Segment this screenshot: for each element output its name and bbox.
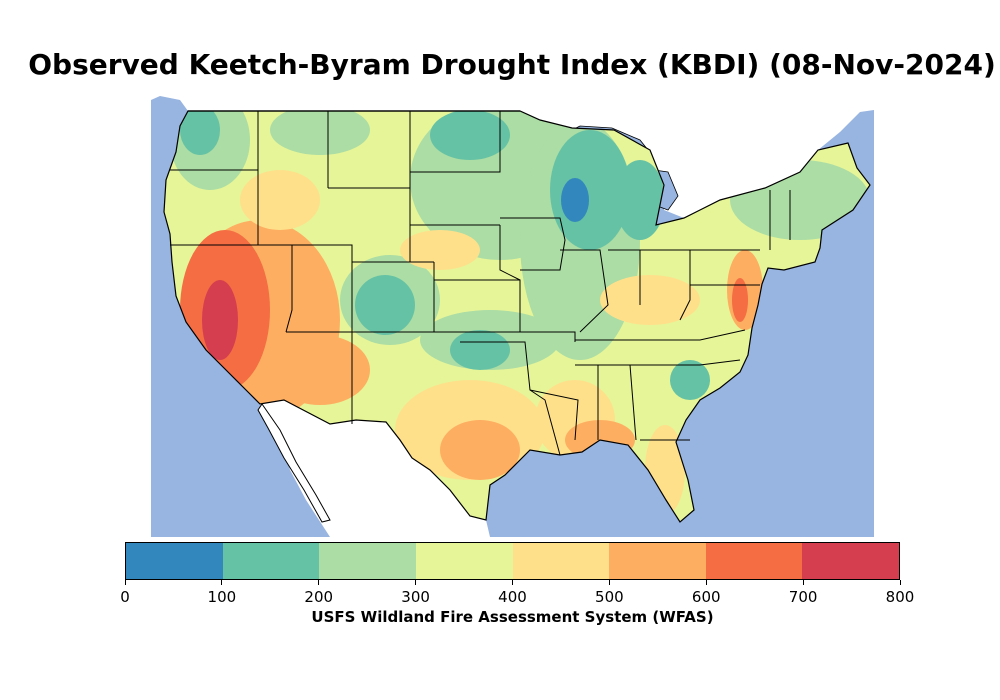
kbdi-map — [151, 84, 874, 537]
colorbar-label: USFS Wildland Fire Assessment System (WF… — [311, 608, 714, 626]
colorbar-tick — [124, 580, 126, 585]
colorbar-segment — [222, 543, 320, 579]
canada-land — [151, 84, 874, 218]
colorbar-tick — [899, 580, 901, 585]
colorbar-tick-label: 0 — [120, 588, 130, 606]
colorbar-segment — [705, 543, 803, 579]
state-borders — [170, 111, 791, 456]
colorbar-segment — [415, 543, 513, 579]
colorbar-segment — [126, 543, 223, 579]
colorbar-segment — [319, 543, 416, 579]
colorbar-tick-label: 500 — [595, 588, 624, 606]
colorbar-tick-label: 700 — [788, 588, 818, 606]
colorbar — [125, 542, 900, 580]
colorbar-tick-label: 200 — [304, 588, 334, 606]
colorbar-tick-label: 800 — [885, 588, 915, 606]
colorbar-tick — [512, 580, 513, 585]
colorbar-segment — [609, 543, 706, 579]
colorbar-tick — [608, 580, 610, 585]
colorbar-tick — [705, 580, 707, 585]
colorbar-segment — [512, 543, 610, 579]
map-title: Observed Keetch-Byram Drought Index (KBD… — [28, 48, 996, 81]
colorbar-tick — [415, 580, 417, 585]
colorbar-tick — [318, 580, 320, 585]
colorbar-tick — [802, 580, 804, 585]
colorbar-tick-label: 600 — [691, 588, 721, 606]
baja-peninsula — [257, 403, 331, 523]
colorbar-tick-label: 400 — [498, 588, 527, 606]
colorbar-tick-label: 100 — [207, 588, 237, 606]
colorbar-segment — [802, 543, 899, 579]
colorbar-tick-label: 300 — [401, 588, 430, 606]
colorbar-tick — [221, 580, 223, 585]
